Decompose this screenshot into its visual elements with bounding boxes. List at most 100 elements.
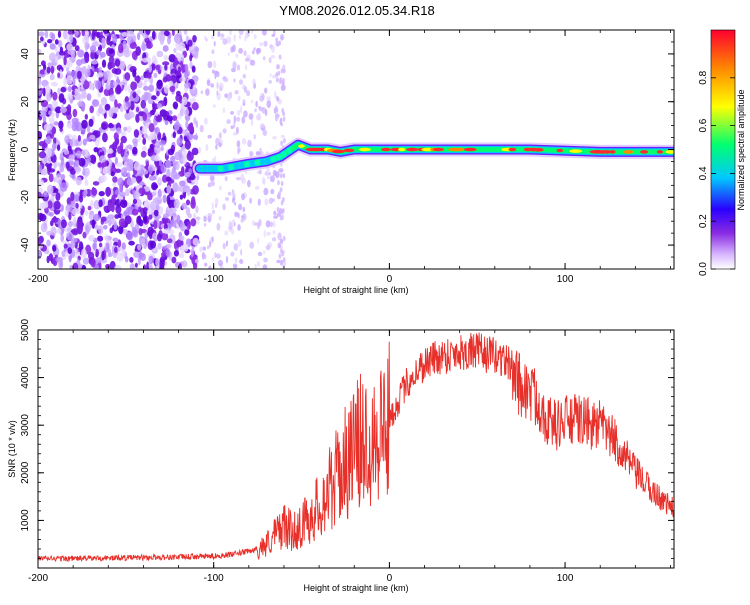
noise-blob bbox=[103, 112, 107, 119]
noise-blob bbox=[173, 198, 180, 209]
trace-peak bbox=[433, 147, 445, 152]
noise-blob bbox=[173, 173, 181, 180]
noise-blob bbox=[65, 161, 70, 169]
noise-blob bbox=[178, 263, 182, 269]
noise-blob bbox=[162, 76, 168, 83]
noise-blob bbox=[81, 149, 88, 157]
noise-blob bbox=[264, 198, 269, 206]
noise-blob bbox=[88, 251, 95, 261]
noise-blob bbox=[82, 189, 87, 199]
y-tick-label: 5000 bbox=[20, 318, 31, 341]
trace-peak bbox=[622, 150, 634, 154]
noise-blob bbox=[120, 148, 125, 158]
trace-blob bbox=[196, 165, 203, 172]
noise-blob bbox=[207, 134, 212, 139]
noise-blob bbox=[46, 92, 52, 102]
noise-blob bbox=[266, 96, 271, 101]
noise-blob bbox=[49, 73, 55, 81]
noise-blob bbox=[216, 81, 219, 90]
noise-blob bbox=[120, 131, 127, 137]
noise-blob bbox=[112, 176, 118, 183]
noise-blob bbox=[211, 202, 214, 210]
noise-blob bbox=[277, 180, 280, 186]
noise-blob bbox=[69, 168, 76, 175]
noise-blob bbox=[218, 142, 222, 148]
noise-blob bbox=[111, 194, 115, 204]
noise-blob bbox=[266, 231, 271, 236]
noise-blob bbox=[38, 151, 47, 159]
noise-blob bbox=[205, 88, 210, 96]
noise-blob bbox=[220, 33, 225, 38]
noise-blob bbox=[275, 113, 280, 118]
noise-blob bbox=[146, 208, 153, 215]
trace-blob bbox=[207, 165, 213, 172]
noise-blob bbox=[199, 246, 203, 253]
noise-blob bbox=[57, 72, 61, 78]
noise-blob bbox=[226, 36, 232, 44]
noise-blob bbox=[68, 154, 75, 162]
noise-blob bbox=[129, 263, 135, 269]
noise-blob bbox=[280, 35, 284, 41]
noise-blob bbox=[206, 79, 211, 87]
noise-blob bbox=[97, 235, 104, 242]
noise-blob bbox=[279, 117, 283, 126]
noise-blob bbox=[184, 63, 189, 72]
noise-blob bbox=[282, 68, 286, 74]
noise-blob bbox=[237, 109, 241, 117]
noise-blob bbox=[52, 142, 56, 152]
noise-blob bbox=[50, 81, 58, 87]
noise-blob bbox=[222, 76, 227, 80]
noise-blob bbox=[78, 157, 86, 167]
noise-blob bbox=[72, 108, 78, 118]
noise-blob bbox=[140, 99, 147, 109]
noise-blob bbox=[75, 248, 79, 254]
noise-blob bbox=[231, 191, 236, 199]
noise-blob bbox=[184, 70, 189, 80]
noise-blob bbox=[67, 247, 73, 255]
noise-blob bbox=[187, 213, 192, 219]
noise-blob bbox=[249, 197, 252, 204]
noise-blob bbox=[121, 31, 128, 37]
noise-blob bbox=[55, 106, 62, 114]
noise-blob bbox=[56, 228, 62, 234]
noise-blob bbox=[122, 78, 128, 86]
noise-blob bbox=[224, 230, 228, 236]
noise-blob bbox=[215, 137, 220, 146]
trace-peak bbox=[358, 147, 371, 152]
noise-blob bbox=[100, 216, 107, 222]
noise-blob bbox=[126, 144, 133, 150]
noise-blob bbox=[146, 261, 150, 269]
noise-blob bbox=[97, 256, 102, 264]
noise-blob bbox=[50, 226, 57, 236]
figure-title: YM08.2026.012.05.34.R18 bbox=[279, 3, 434, 18]
noise-blob bbox=[232, 61, 237, 69]
y-tick-label: 2000 bbox=[20, 461, 31, 484]
noise-blob bbox=[191, 147, 199, 156]
noise-blob bbox=[68, 220, 73, 227]
noise-blob bbox=[96, 72, 104, 78]
noise-blob bbox=[252, 220, 255, 227]
noise-blob bbox=[271, 198, 276, 202]
noise-blob bbox=[137, 243, 142, 251]
noise-blob bbox=[120, 135, 128, 144]
y-tick-label: -40 bbox=[20, 237, 31, 252]
noise-blob bbox=[57, 220, 61, 229]
noise-blob bbox=[58, 93, 65, 103]
noise-blob bbox=[233, 243, 239, 251]
noise-blob bbox=[180, 221, 186, 232]
noise-blob bbox=[234, 211, 239, 218]
noise-blob bbox=[58, 259, 64, 269]
noise-blob bbox=[112, 141, 118, 149]
noise-blob bbox=[60, 106, 67, 113]
noise-blob bbox=[237, 147, 240, 155]
noise-blob bbox=[106, 148, 114, 154]
noise-blob bbox=[48, 212, 54, 217]
noise-blob bbox=[170, 219, 176, 228]
noise-blob bbox=[254, 263, 257, 269]
noise-blob bbox=[276, 96, 280, 102]
noise-blob bbox=[118, 30, 125, 33]
noise-blob bbox=[185, 171, 191, 177]
noise-blob bbox=[252, 59, 256, 66]
noise-blob bbox=[215, 253, 221, 259]
